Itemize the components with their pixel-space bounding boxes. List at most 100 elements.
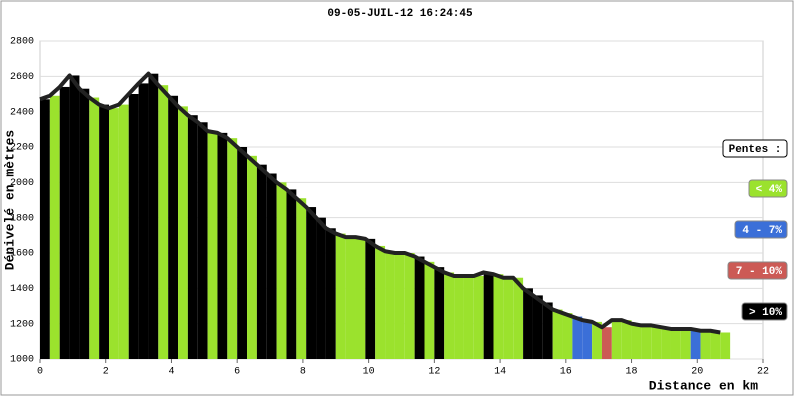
slope-bar (670, 328, 681, 359)
x-tick-label: 18 (626, 367, 638, 378)
slope-bar (700, 330, 711, 359)
slope-bar (59, 86, 70, 359)
slope-bar (523, 288, 533, 359)
slope-bar (138, 83, 149, 360)
slope-bar (197, 122, 208, 360)
slope-bar (454, 275, 464, 359)
legend-label: < 4% (756, 184, 783, 196)
slope-bar (237, 147, 248, 359)
slope-bar (562, 313, 573, 359)
legend-label: 4 - 7% (742, 225, 782, 237)
legend-swatch (741, 302, 788, 321)
slope-bar (69, 75, 80, 359)
slope-bar (365, 238, 376, 359)
slope-bar (444, 272, 455, 359)
x-tick-label: 10 (363, 367, 375, 378)
slope-bar (256, 164, 267, 359)
slope-bar (109, 108, 119, 359)
slope-bar (187, 115, 198, 359)
slope-bar (680, 328, 691, 359)
slope-bar (345, 237, 356, 359)
slope-bar (424, 261, 435, 359)
slope-bar (207, 131, 218, 359)
y-tick-label: 2600 (10, 72, 34, 83)
profile-line (39, 71, 721, 335)
slope-bar (355, 237, 366, 359)
y-tick-label: 2400 (10, 107, 34, 118)
slope-bar (434, 267, 445, 359)
slope-bar (306, 207, 317, 359)
slope-bar (404, 253, 415, 359)
slope-bar (325, 228, 336, 359)
slope-bar (661, 327, 671, 359)
slope-bar (178, 106, 188, 359)
slope-bar (286, 189, 297, 359)
y-tick-label: 1800 (10, 213, 34, 224)
slope-bar (335, 233, 346, 359)
slope-bar (276, 182, 287, 359)
slope-bar (168, 95, 179, 360)
x-tick-label: 2 (103, 367, 109, 378)
legend-label: 7 - 10% (736, 266, 783, 278)
x-tick-label: 14 (494, 367, 506, 378)
slope-bar (414, 256, 425, 359)
slope-bar (247, 155, 257, 359)
slope-bar (266, 173, 277, 359)
slope-bar (582, 320, 593, 359)
slope-bar (503, 277, 514, 359)
slope-bar (552, 309, 563, 359)
slope-bar (40, 99, 50, 360)
slope-bar (49, 95, 60, 360)
slope-bar (316, 217, 326, 359)
slope-bar (217, 132, 228, 359)
x-tick-label: 22 (757, 367, 769, 378)
legend-label: > 10% (749, 307, 782, 319)
slope-bar (710, 330, 721, 359)
slope-bar (79, 88, 90, 359)
slope-bar (375, 245, 386, 359)
slope-bar (463, 275, 474, 359)
slope-bar (385, 251, 395, 359)
slope-bar (611, 320, 622, 359)
slope-bar (158, 85, 169, 360)
slope-bar (227, 138, 238, 359)
slope-bar (532, 295, 543, 359)
legend-swatch (734, 220, 788, 239)
slope-bar (296, 198, 307, 359)
slope-bar (148, 73, 159, 359)
x-tick-label: 12 (428, 367, 440, 378)
y-tick-label: 2800 (10, 37, 34, 48)
y-tick-label: 2000 (10, 178, 34, 189)
legend-title-box (722, 139, 788, 158)
slope-bar (601, 327, 612, 359)
y-tick-label: 2200 (10, 143, 34, 154)
slope-bar (631, 323, 642, 359)
x-tick-label: 20 (691, 367, 703, 378)
slope-bar (493, 274, 504, 359)
slope-bar (513, 277, 524, 359)
legend-title: Pentes : (729, 144, 782, 156)
slope-bar (720, 332, 731, 359)
profile-bars (40, 73, 731, 360)
slope-bar (118, 104, 129, 359)
slope-bar (128, 94, 139, 359)
slope-bar (99, 104, 110, 359)
y-axis-label: Dénivelé en mètres (2, 130, 17, 271)
y-tick-label: 1200 (10, 319, 34, 330)
slope-bar (690, 328, 701, 359)
slope-bar (592, 321, 602, 359)
x-tick-label: 4 (168, 367, 174, 378)
chart-title: 09-05-JUIL-12 16:24:45 (327, 8, 473, 20)
legend-swatch (748, 179, 788, 198)
slope-bar (483, 272, 494, 359)
y-tick-label: 1000 (10, 355, 34, 366)
slope-bar (651, 325, 662, 359)
x-tick-label: 16 (560, 367, 572, 378)
y-tick-label: 1600 (10, 249, 34, 260)
slope-bar (621, 320, 632, 359)
slope-bar (542, 302, 553, 359)
x-axis-label: Distance en km (649, 378, 758, 393)
slope-bar (641, 325, 652, 359)
y-tick-label: 1400 (10, 284, 34, 295)
